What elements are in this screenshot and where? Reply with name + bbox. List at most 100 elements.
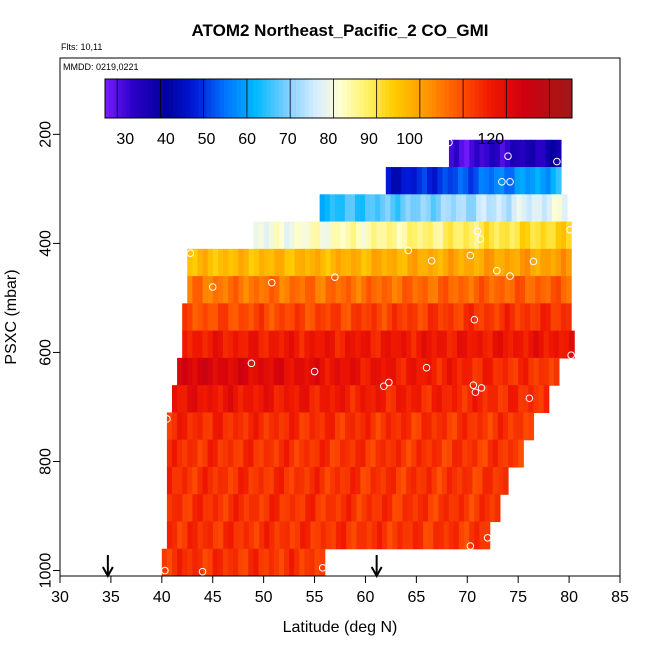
heatmap-cell bbox=[284, 412, 290, 441]
heatmap-cell bbox=[366, 248, 373, 277]
heatmap-cell bbox=[479, 494, 486, 523]
heatmap-cell bbox=[459, 139, 465, 168]
heatmap-cell bbox=[329, 439, 336, 468]
heatmap-cell bbox=[325, 248, 332, 277]
heatmap-cell bbox=[397, 248, 403, 277]
colorbar-segment bbox=[525, 79, 531, 118]
heatmap-cell bbox=[264, 494, 270, 523]
heatmap-cell bbox=[365, 330, 372, 359]
heatmap-cell bbox=[213, 494, 219, 523]
colorbar-segment bbox=[211, 79, 216, 118]
heatmap-cell bbox=[417, 276, 424, 304]
heatmap-cell bbox=[187, 276, 193, 304]
heatmap-cell bbox=[416, 439, 423, 468]
colorbar-segment bbox=[257, 79, 263, 118]
heatmap-cell bbox=[523, 330, 529, 359]
heatmap-cell bbox=[387, 494, 393, 523]
heatmap-cell bbox=[524, 167, 531, 195]
heatmap-cell bbox=[192, 412, 199, 441]
heatmap-cell bbox=[325, 276, 332, 304]
heatmap-cell bbox=[355, 221, 362, 250]
heatmap-cell bbox=[385, 466, 392, 495]
heatmap-cell bbox=[187, 385, 193, 414]
heatmap-cell bbox=[284, 385, 290, 414]
heatmap-cell bbox=[484, 139, 491, 168]
heatmap-cell bbox=[467, 385, 473, 414]
heatmap-cell bbox=[432, 248, 439, 277]
heatmap-cell bbox=[422, 276, 429, 304]
colorbar-segment bbox=[236, 79, 242, 118]
heatmap-cell bbox=[553, 357, 560, 386]
heatmap-cell bbox=[436, 357, 443, 386]
colorbar-segment bbox=[487, 79, 492, 118]
heatmap-cell bbox=[390, 194, 396, 223]
heatmap-cell bbox=[278, 466, 285, 495]
heatmap-cell bbox=[233, 330, 239, 359]
heatmap-cell bbox=[525, 276, 531, 304]
heatmap-cell bbox=[482, 357, 489, 386]
heatmap-cell bbox=[548, 357, 555, 386]
heatmap-cell bbox=[310, 276, 316, 304]
heatmap-cell bbox=[499, 221, 506, 250]
heatmap-cell bbox=[484, 276, 490, 304]
heatmap-cell bbox=[450, 194, 457, 223]
heatmap-cell bbox=[381, 221, 388, 250]
heatmap-cell bbox=[528, 412, 535, 441]
heatmap-cell bbox=[370, 194, 376, 223]
heatmap-cell bbox=[452, 330, 458, 359]
heatmap-cell bbox=[346, 494, 352, 523]
colorbar-segment bbox=[325, 79, 331, 118]
chart-title: ATOM2 Northeast_Pacific_2 CO_GMI bbox=[192, 21, 489, 40]
colorbar bbox=[104, 78, 573, 119]
heatmap-cell bbox=[172, 466, 178, 495]
heatmap-cell bbox=[481, 194, 487, 223]
colorbar-segment bbox=[436, 79, 441, 118]
heatmap-cell bbox=[521, 194, 528, 223]
heatmap-cell bbox=[385, 357, 392, 386]
heatmap-cell bbox=[555, 303, 562, 332]
heatmap-cell bbox=[533, 385, 540, 414]
heatmap-cell bbox=[392, 521, 399, 550]
heatmap-cell bbox=[396, 385, 402, 414]
y-axis: 200 400 600 800 1000 bbox=[38, 121, 61, 588]
heatmap-cell bbox=[370, 412, 377, 441]
heatmap-cell bbox=[207, 357, 214, 386]
heatmap-cell bbox=[212, 248, 219, 277]
colorbar-segment bbox=[385, 79, 390, 118]
heatmap-cell bbox=[319, 412, 326, 441]
heatmap-cell bbox=[330, 276, 337, 304]
heatmap-cell bbox=[436, 466, 443, 495]
heatmap-cell bbox=[350, 330, 356, 359]
colorbar-tick-label: 120 bbox=[477, 131, 504, 148]
heatmap-cell bbox=[202, 521, 209, 550]
colorbar-tick-label: 30 bbox=[116, 131, 134, 148]
heatmap-cell bbox=[289, 521, 296, 550]
heatmap-cell bbox=[453, 303, 460, 332]
heatmap-cell bbox=[427, 276, 434, 304]
heatmap-cell bbox=[253, 276, 260, 304]
heatmap-cell bbox=[457, 167, 464, 195]
heatmap-cell bbox=[448, 521, 455, 550]
heatmap-cell bbox=[426, 330, 433, 359]
heatmap-cell bbox=[320, 248, 327, 277]
heatmap-cell bbox=[345, 357, 351, 386]
heatmap-cell bbox=[269, 248, 275, 277]
heatmap-cell bbox=[278, 357, 285, 386]
flights-note: Flts: 10,11 bbox=[61, 42, 102, 52]
heatmap-cell bbox=[238, 466, 244, 495]
heatmap-cell bbox=[197, 248, 204, 277]
heatmap-cell bbox=[545, 303, 552, 332]
heatmap-cell bbox=[238, 412, 244, 441]
heatmap-cell bbox=[514, 167, 521, 195]
heatmap-cell bbox=[525, 221, 531, 250]
colorbar-segment bbox=[215, 79, 221, 118]
heatmap-cell bbox=[340, 357, 346, 386]
heatmap-cell bbox=[324, 385, 331, 414]
heatmap-cell bbox=[354, 194, 361, 223]
heatmap-cell bbox=[345, 303, 352, 332]
heatmap-cell bbox=[177, 548, 183, 576]
heatmap-cell bbox=[523, 412, 529, 441]
heatmap-cell bbox=[473, 221, 480, 250]
heatmap-cell bbox=[228, 303, 234, 332]
heatmap-cell bbox=[212, 357, 219, 386]
